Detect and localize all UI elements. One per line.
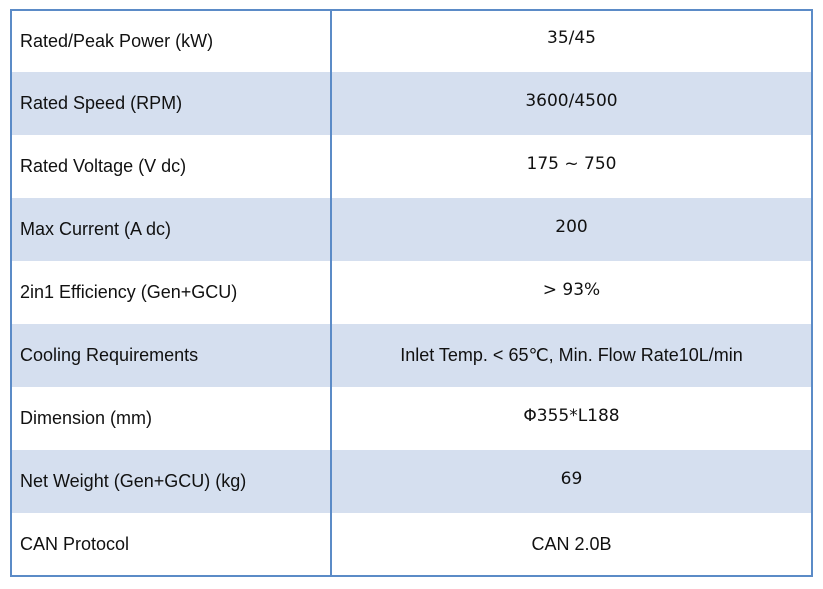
table-row: Max Current (A dc) 200	[12, 198, 811, 261]
row-value: > 93%	[542, 279, 601, 300]
row-value: Φ355*L188	[523, 405, 620, 426]
table-row: CAN Protocol CAN 2.0B	[12, 513, 811, 575]
row-value: 200	[555, 216, 588, 237]
row-label: Rated Voltage (V dc)	[20, 156, 187, 176]
table-row: 2in1 Efficiency (Gen+GCU) > 93%	[12, 261, 811, 324]
row-value: CAN 2.0B	[531, 533, 612, 554]
row-label: Cooling Requirements	[20, 345, 199, 365]
row-value: 69	[560, 468, 583, 489]
row-label: Dimension (mm)	[20, 408, 153, 428]
row-label: Net Weight (Gen+GCU) (kg)	[20, 471, 247, 491]
row-label: Rated/Peak Power (kW)	[20, 31, 214, 51]
row-label: Max Current (A dc)	[20, 219, 172, 239]
row-value: 35/45	[547, 27, 596, 48]
row-value: 3600/4500	[525, 90, 618, 111]
table-row: Dimension (mm) Φ355*L188	[12, 387, 811, 450]
table-row: Cooling Requirements Inlet Temp. < 65℃, …	[12, 324, 811, 387]
table-row: Net Weight (Gen+GCU) (kg) 69	[12, 450, 811, 513]
row-value: Inlet Temp. < 65℃, Min. Flow Rate10L/min	[400, 345, 743, 365]
row-label: Rated Speed (RPM)	[20, 93, 183, 113]
row-value: 175 ~ 750	[526, 153, 617, 174]
row-label: CAN Protocol	[20, 533, 130, 554]
spec-table: Rated/Peak Power (kW) 35/45 Rated Speed …	[10, 9, 813, 577]
row-label: 2in1 Efficiency (Gen+GCU)	[20, 282, 238, 302]
table-row: Rated Voltage (V dc) 175 ~ 750	[12, 135, 811, 198]
column-divider	[330, 11, 332, 575]
table-row: Rated Speed (RPM) 3600/4500	[12, 72, 811, 135]
table-row: Rated/Peak Power (kW) 35/45	[12, 11, 811, 72]
